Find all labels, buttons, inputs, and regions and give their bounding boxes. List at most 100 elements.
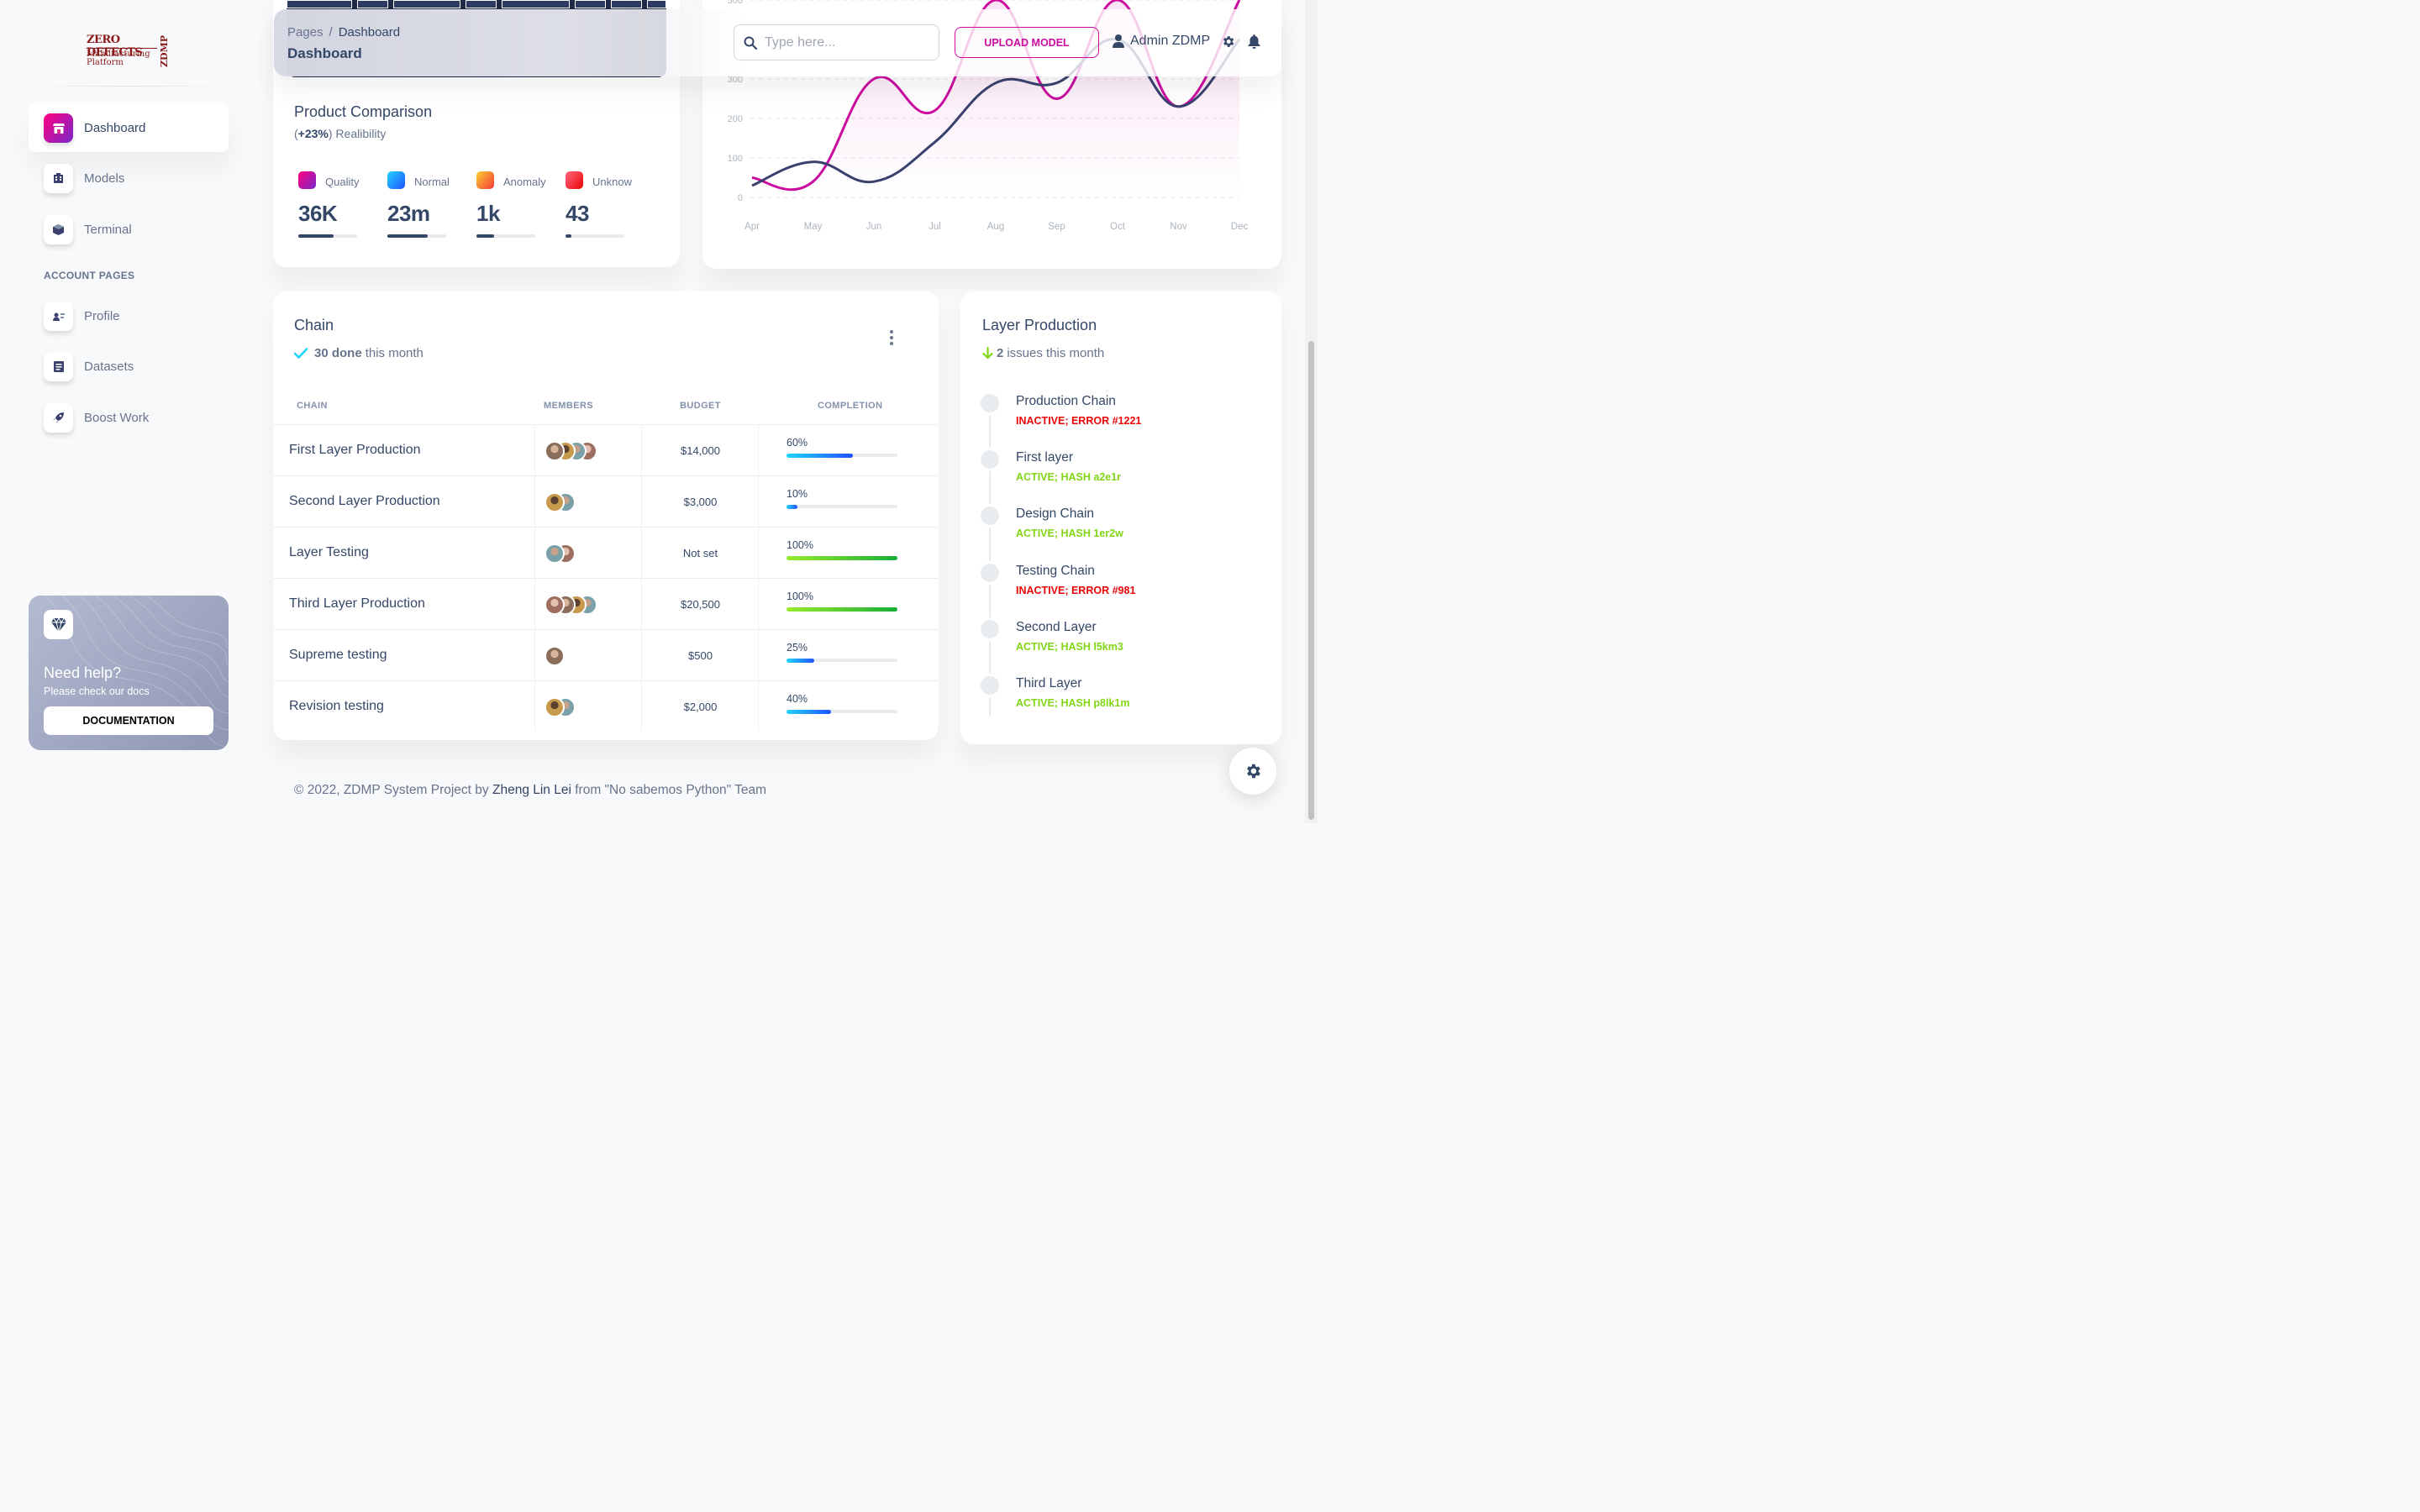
table-row[interactable]: Third Layer Production $20,500 100% [274, 579, 938, 630]
metric-label: Unknow [592, 176, 632, 188]
upload-model-button[interactable]: UPLOAD MODEL [955, 27, 1099, 58]
members-group [544, 543, 576, 564]
timeline-item-status: ACTIVE; HASH p8lk1m [1016, 697, 1130, 709]
completion-bar [786, 555, 897, 560]
table-row[interactable]: Layer Testing Not set 100% [274, 528, 938, 579]
sidebar-item-label: Dashboard [84, 120, 146, 135]
layer-production-card [960, 291, 1281, 744]
breadcrumb-root[interactable]: Pages [287, 25, 324, 39]
x-tick-label: Nov [1170, 222, 1187, 232]
avatar[interactable] [544, 543, 565, 564]
completion-bar-fill [786, 606, 897, 612]
timeline-item-name: Design Chain [1016, 507, 1095, 522]
avatar[interactable] [544, 697, 565, 717]
sidebar-item-terminal[interactable]: Terminal [29, 205, 229, 254]
completion-bar [786, 606, 897, 612]
avatar[interactable] [544, 441, 565, 461]
completion-value: 100% [786, 591, 813, 602]
metric-progress [387, 234, 446, 238]
brand-side: ZDMP [159, 34, 170, 68]
footer-author-link[interactable]: Zheng Lin Lei [492, 783, 571, 797]
table-row[interactable]: First Layer Production $14,000 60% [274, 425, 938, 476]
budget-value: Not set [682, 547, 718, 559]
arrow-down-icon [982, 347, 993, 360]
product-comparison-subtitle: (+23%) Realibility [294, 127, 387, 140]
sidebar-item-label: Models [84, 171, 125, 186]
metric-label: Anomaly [503, 176, 546, 188]
metric-value: 1k [476, 201, 500, 226]
product-comparison-title: Product Comparison [294, 103, 433, 120]
search-box[interactable] [734, 24, 939, 60]
chain-subtitle: 30 done this month [294, 346, 424, 360]
budget-value: $3,000 [683, 496, 718, 508]
completion-value: 100% [786, 539, 813, 551]
completion-bar-fill [786, 555, 897, 560]
strip-bar [502, 0, 570, 8]
y-tick-label: 200 [728, 114, 743, 124]
bell-icon[interactable] [1248, 34, 1260, 49]
metric-progress [476, 234, 535, 238]
timeline-dot [978, 504, 1002, 528]
metric-value: 43 [566, 201, 589, 226]
box-3d-icon [44, 214, 73, 244]
y-tick-label: 300 [728, 75, 743, 85]
sidebar-item-models[interactable]: Models [29, 154, 229, 202]
metric-icon [387, 171, 405, 189]
x-tick-label: Jun [866, 222, 882, 232]
more-options-icon[interactable] [884, 329, 899, 346]
scrollbar-thumb[interactable] [1308, 341, 1314, 820]
avatar[interactable] [544, 492, 565, 512]
configurator-button[interactable] [1229, 748, 1276, 795]
completion-bar-fill [786, 504, 798, 509]
row-divider [274, 680, 938, 681]
strip-bar [393, 0, 460, 8]
user-menu[interactable]: Admin ZDMP [1113, 34, 1210, 49]
metric-progress-fill [566, 234, 571, 238]
sidebar-item-boost-work[interactable]: Boost Work [29, 393, 229, 442]
completion-value: 60% [786, 437, 808, 449]
metric-value: 36K [298, 201, 338, 226]
footer-prefix: © 2022, ZDMP System Project by [294, 783, 489, 797]
sidebar-item-profile[interactable]: Profile [29, 291, 229, 340]
sidebar-item-label: Profile [84, 308, 120, 323]
table-row[interactable]: Revision testing $2,000 40% [274, 681, 938, 732]
breadcrumb: Pages / Dashboard [287, 25, 401, 39]
timeline-item-status: ACTIVE; HASH l5km3 [1016, 640, 1123, 653]
shop-icon [44, 113, 73, 143]
navbar-glass [274, 9, 744, 76]
completion-bar [786, 709, 897, 714]
completion-value: 40% [786, 693, 808, 705]
timeline-dot [978, 391, 1002, 415]
timeline-dot [978, 617, 1002, 641]
metric-value: 23m [387, 201, 430, 226]
sidebar-item-dashboard[interactable]: Dashboard [29, 103, 229, 152]
budget-value: $500 [688, 649, 713, 662]
gear-icon [1247, 764, 1260, 779]
budget-value: $20,500 [681, 598, 720, 611]
brand-logo[interactable]: ZERO DEFECTS Manufacturing Platform ZDMP [84, 32, 175, 71]
avatar[interactable] [544, 595, 565, 615]
row-divider [274, 578, 938, 579]
sidebar-item-datasets[interactable]: Datasets [29, 342, 229, 391]
sidebar-item-label: Terminal [84, 222, 132, 237]
column-header-budget: BUDGET [680, 401, 721, 411]
series-line-0 [751, 0, 1241, 192]
sidebar: ZERO DEFECTS Manufacturing Platform ZDMP … [0, 0, 252, 823]
strip-bar [647, 0, 666, 8]
timeline-dot [978, 674, 1002, 697]
chain-name: Second Layer Production [289, 494, 440, 508]
table-row[interactable]: Second Layer Production $3,000 10% [274, 476, 938, 528]
members-group [544, 646, 565, 666]
budget-value: $2,000 [683, 701, 718, 713]
documentation-button[interactable]: DOCUMENTATION [44, 706, 213, 735]
column-header-completion: COMPLETION [818, 401, 883, 411]
chain-name: Revision testing [289, 699, 384, 713]
search-input[interactable] [765, 34, 924, 50]
table-row[interactable]: Supreme testing $500 25% [274, 630, 938, 681]
footer: © 2022, ZDMP System Project by Zheng Lin… [294, 783, 766, 798]
gear-icon[interactable] [1221, 34, 1235, 49]
column-header-chain: CHAIN [297, 401, 328, 411]
avatar[interactable] [544, 646, 565, 666]
strip-bar [287, 0, 352, 8]
page-scrollbar[interactable] [1305, 0, 1318, 823]
